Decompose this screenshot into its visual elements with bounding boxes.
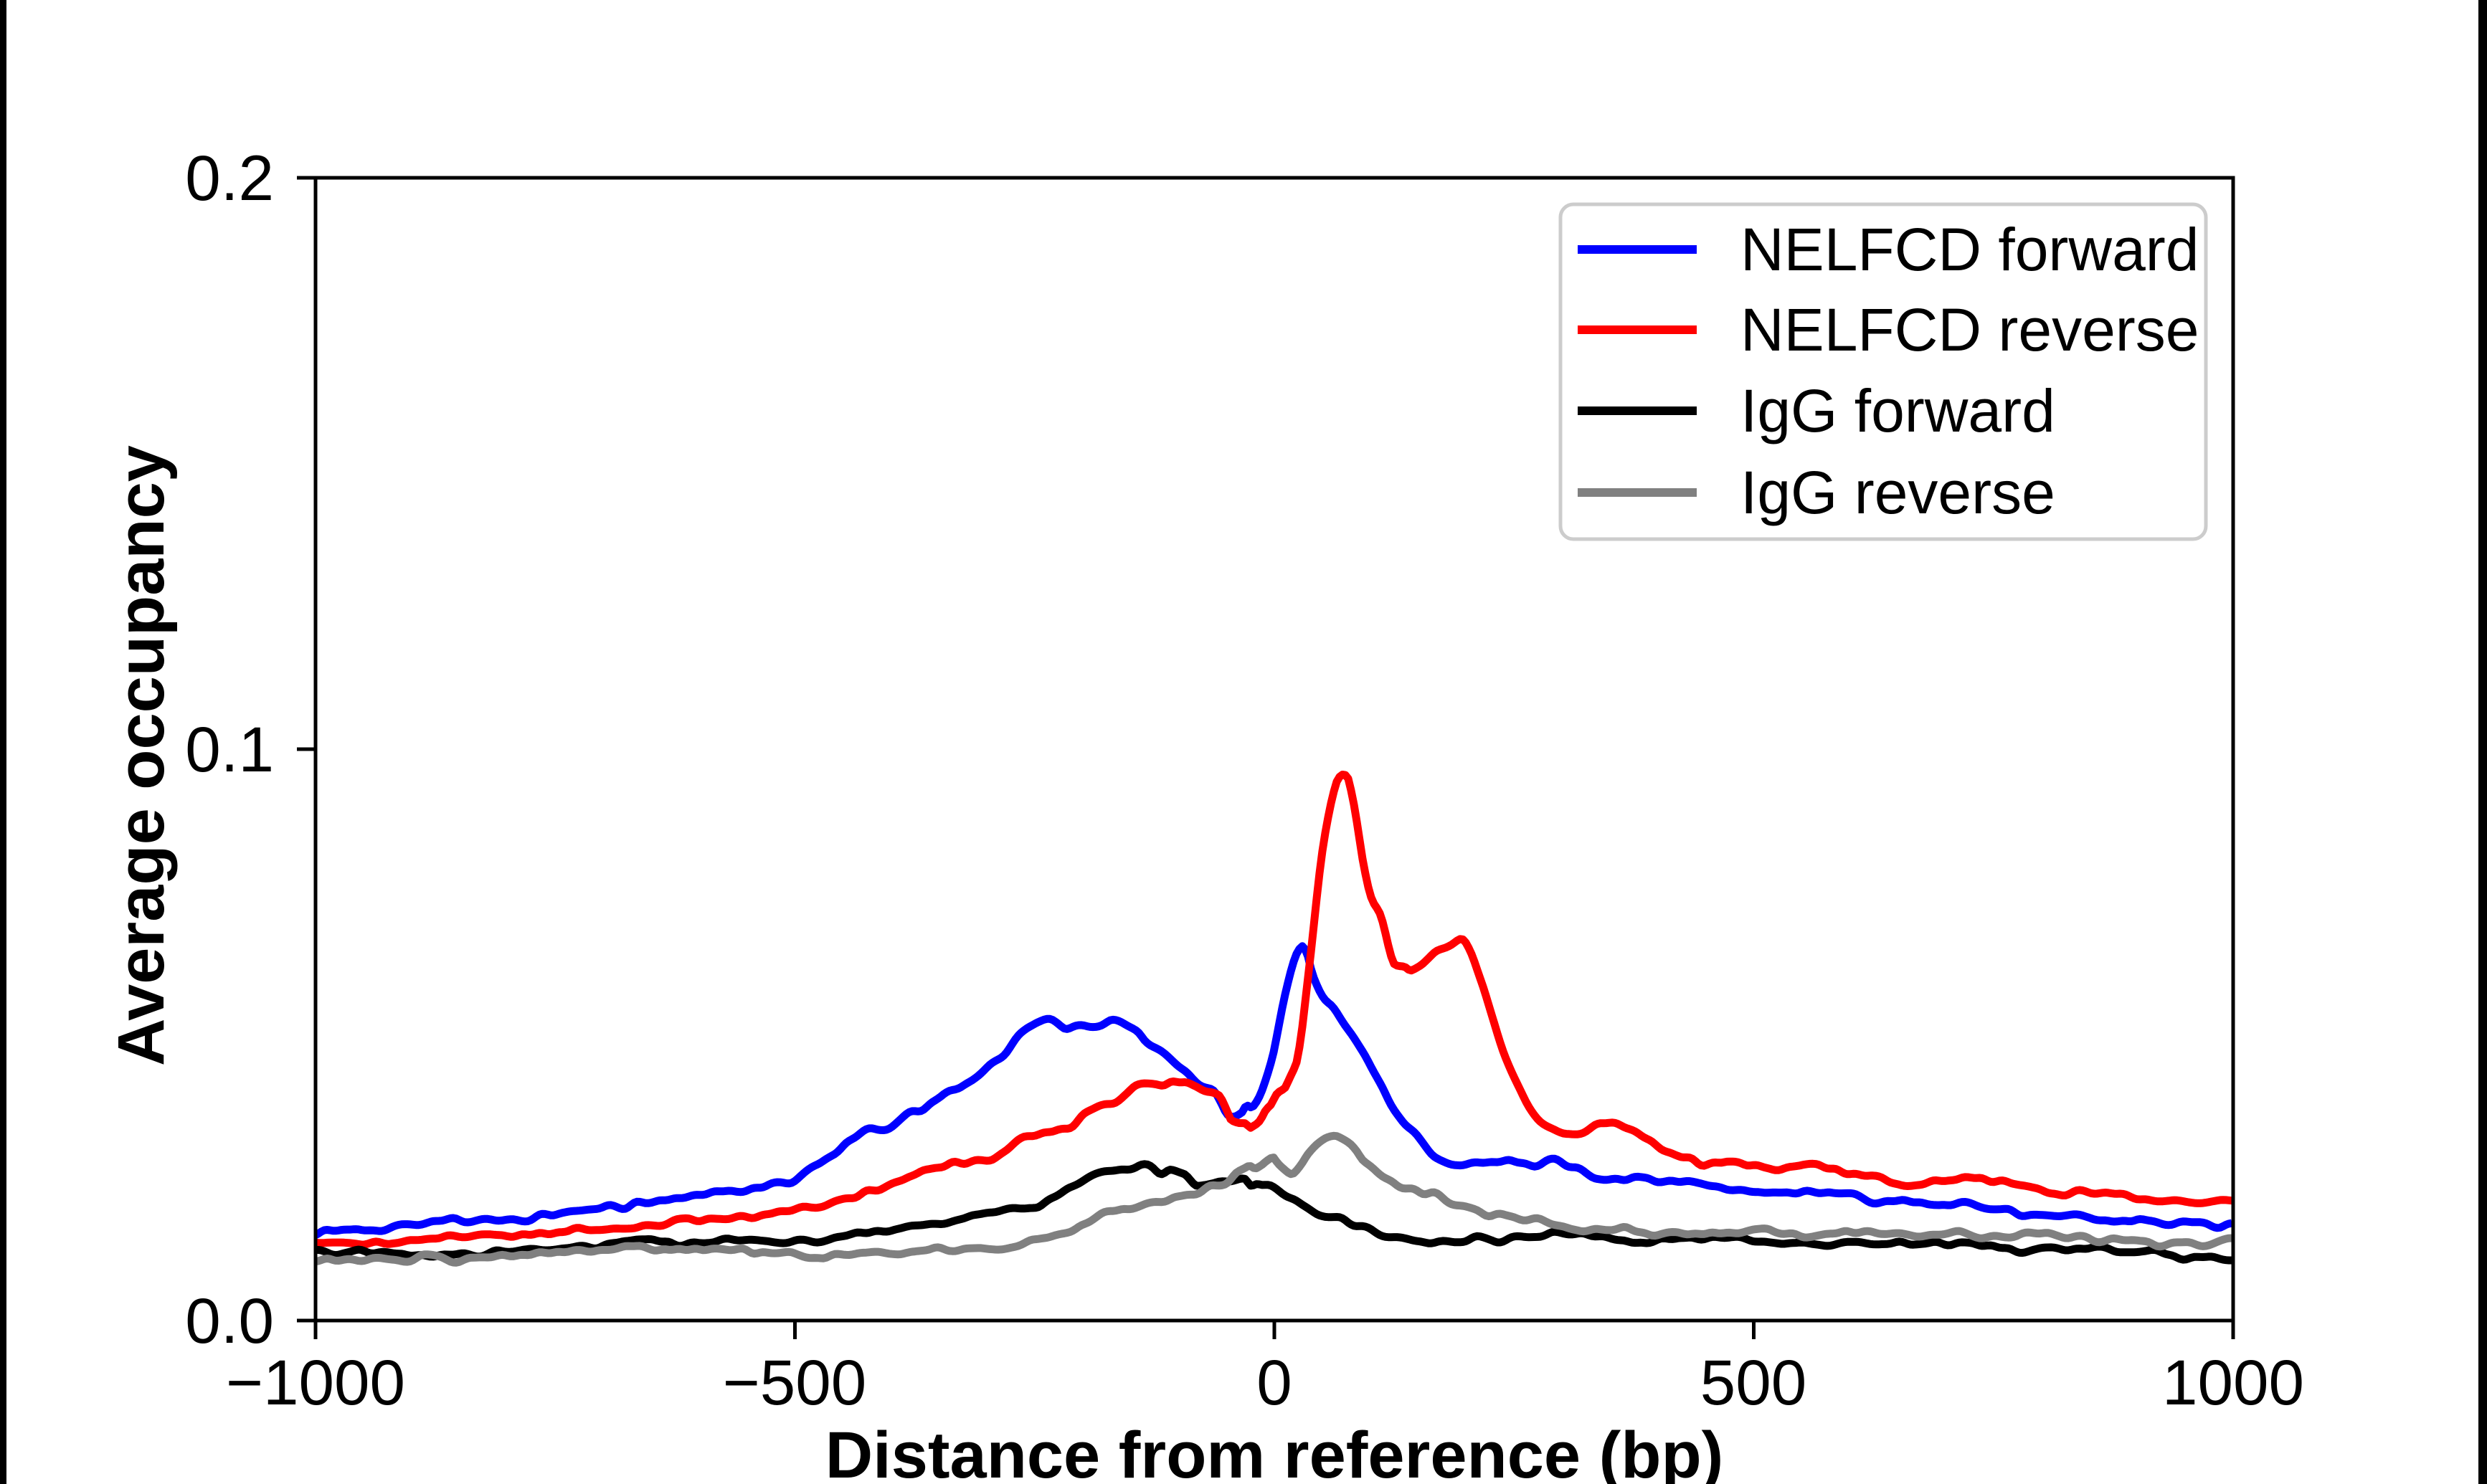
svg-text:0.1: 0.1 [185, 713, 274, 785]
svg-text:0: 0 [1256, 1346, 1292, 1418]
svg-text:500: 500 [1700, 1346, 1807, 1418]
svg-text:NELFCD reverse: NELFCD reverse [1740, 296, 2199, 363]
svg-text:0.0: 0.0 [185, 1285, 274, 1356]
svg-text:1000: 1000 [2162, 1346, 2304, 1418]
svg-text:IgG forward: IgG forward [1740, 377, 2055, 444]
svg-text:−1000: −1000 [226, 1346, 405, 1418]
svg-text:−500: −500 [723, 1346, 866, 1418]
svg-text:0.2: 0.2 [185, 142, 274, 214]
svg-text:Average occupancy: Average occupancy [105, 445, 178, 1066]
svg-text:Distance from reference (bp): Distance from reference (bp) [825, 1419, 1724, 1484]
svg-text:IgG reverse: IgG reverse [1740, 459, 2055, 526]
svg-text:NELFCD forward: NELFCD forward [1740, 216, 2199, 283]
